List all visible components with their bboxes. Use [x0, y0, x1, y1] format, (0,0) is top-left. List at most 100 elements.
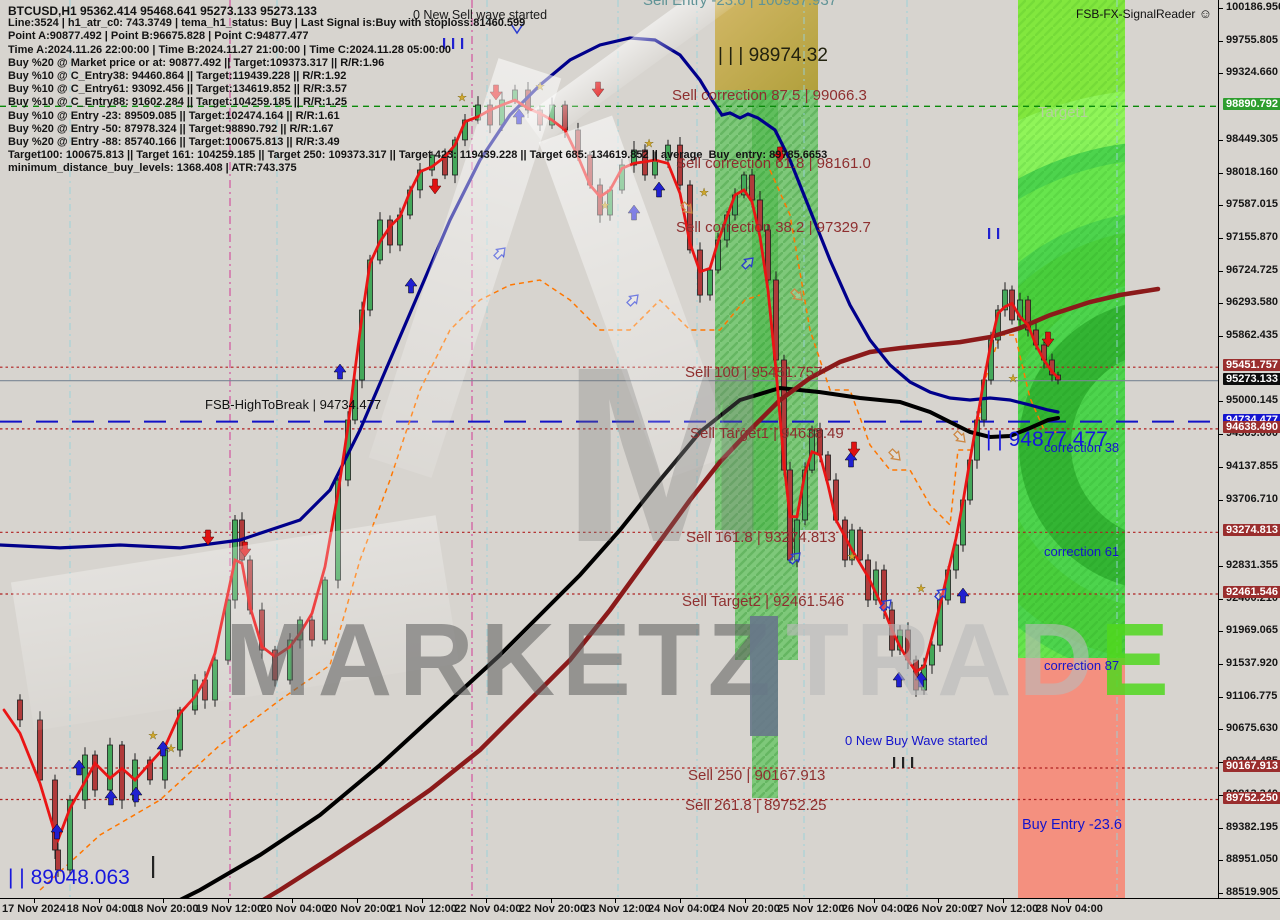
sell-correction-38-label: Sell correction 38.2 | 97329.7 [676, 219, 871, 236]
tick-mark [452, 38, 455, 49]
target1-zone-label: Target1 [1038, 104, 1089, 121]
buy-arrow-icon [627, 204, 641, 221]
star-icon: ★ [166, 743, 176, 755]
star-icon: ★ [148, 730, 158, 742]
price-label: 100186.950 [1226, 1, 1280, 13]
axis-tick [98, 899, 100, 903]
trailing-stops [39, 169, 1058, 891]
star-icon: ★ [699, 187, 709, 199]
hollow-up-arrow-icon [741, 257, 754, 270]
star-icon: ★ [535, 81, 545, 93]
sell-arrow-icon [428, 178, 442, 195]
price-label: 97587.015 [1226, 198, 1278, 210]
info-line: Target100: 100675.813 || Target 161: 104… [8, 149, 828, 162]
price-badge-maroon: 90167.913 [1223, 760, 1280, 772]
buy-arrow-icon [404, 277, 418, 294]
price-axis[interactable]: 100186.950 99755.805 99324.660 98449.305 980… [1218, 0, 1280, 898]
axis-tick [421, 899, 423, 903]
axis-tick [163, 899, 165, 903]
level-98974-label: | | | 98974.32 [718, 45, 828, 66]
axis-tick [809, 899, 811, 903]
zones [715, 0, 1125, 898]
correction-61-label: correction 61 [1044, 544, 1120, 559]
chart-title-ohlc: BTCUSD,H1 95362.414 95468.641 95273.133 … [8, 4, 317, 18]
axis-tick [680, 899, 681, 903]
price-badge-maroon: 92461.546 [1223, 586, 1280, 598]
buy-arrow-icon [652, 181, 666, 198]
price-label: 97155.870 [1226, 231, 1278, 243]
axis-tick [1219, 599, 1223, 600]
tick-mark [461, 38, 464, 49]
axis-tick [1219, 467, 1223, 468]
info-line: Buy %10 @ Entry -23: 89509.085 || Target… [8, 109, 340, 122]
ma-maroon [262, 286, 1161, 898]
price-badge-maroon: 94638.490 [1223, 421, 1280, 433]
sell-arrow-icon [847, 441, 861, 458]
axis-tick [1219, 893, 1223, 894]
low-price-label: | | 89048.063 [8, 866, 130, 889]
time-label: 27 Nov 12:00 [971, 903, 1039, 915]
axis-tick [486, 899, 488, 903]
axis-tick [1219, 205, 1223, 206]
buy-arrow-icon [104, 789, 118, 806]
price-label: 98018.160 [1226, 166, 1278, 178]
hollow-down-arrow-icon [888, 448, 901, 461]
info-line: minimum_distance_buy_levels: 1368.408 | … [8, 162, 297, 175]
info-line: Buy %10 @ C_Entry88: 91602.284 || Target… [8, 96, 347, 109]
ma-fast-red [2, 98, 1060, 844]
hollow-up-arrow-icon [788, 552, 801, 565]
sell-250-label: Sell 250 | 90167.913 [688, 767, 826, 784]
chart-area[interactable]: ★ ★ ★ ★ ★ ★ ★ ★ ★ ★ M MARKETZ TRADE FSB-FX-Signal… [0, 0, 1218, 898]
axis-tick [615, 899, 617, 903]
axis-tick [1219, 795, 1223, 796]
correction-87-label: correction 87 [1044, 658, 1120, 673]
hollow-down-arrow-icon [953, 430, 966, 443]
axis-tick [1219, 729, 1223, 730]
star-icon: ★ [600, 200, 610, 212]
axis-tick [292, 899, 294, 903]
axis-tick [1219, 41, 1223, 42]
sell-arrow-icon [201, 529, 215, 546]
axis-tick [357, 899, 358, 903]
info-line: Line:3524 | h1_atr_c0: 743.3749 | tema_h… [8, 17, 526, 30]
axis-tick [1003, 899, 1004, 903]
axis-tick [1219, 664, 1223, 665]
axis-tick [1219, 566, 1223, 567]
info-line: Buy %20 @ Entry -50: 87978.324 || Target… [8, 122, 334, 135]
sell-261-label: Sell 261.8 | 89752.25 [685, 797, 827, 814]
axis-tick [744, 899, 746, 903]
price-label: 88951.050 [1226, 853, 1278, 865]
time-label: 20 Nov 20:00 [325, 903, 393, 915]
tick-mark [902, 757, 905, 768]
fsb-high-to-break-label: FSB-HighToBreak | 94734.477 [205, 397, 382, 412]
price-label: 90675.630 [1226, 722, 1278, 734]
time-label: 19 Nov 12:00 [195, 903, 264, 915]
axis-tick [1219, 303, 1223, 304]
axis-tick [1219, 860, 1223, 861]
time-label: 23 Nov 12:00 [583, 903, 651, 915]
time-axis[interactable]: 17 Nov 2024 18 Nov 04:00 18 Nov 20:00 19 No… [0, 898, 1280, 920]
price-badge-maroon: 93274.813 [1223, 524, 1280, 536]
sell-entry-label: Sell Entry -23.6 | 100937.937 [643, 0, 838, 9]
sell-100-label: Sell 100 | 95451.757 [685, 364, 823, 381]
star-icon: ★ [916, 583, 926, 595]
axis-tick [227, 899, 229, 903]
info-line: Point A:90877.492 | Point B:96675.828 | … [8, 30, 309, 43]
price-label: 99755.805 [1226, 34, 1278, 46]
axis-tick [1219, 140, 1223, 141]
price-label: 91537.920 [1226, 657, 1278, 669]
new-sell-wave-label: 0 New Sell wave started [413, 8, 548, 22]
indicator-title-text: FSB-FX-SignalReader [1075, 7, 1196, 21]
axis-tick [1219, 401, 1223, 402]
time-label: 18 Nov 04:00 [66, 903, 134, 915]
star-icon: ★ [1008, 373, 1018, 385]
sell-arrow-icon [1041, 331, 1055, 348]
sell-correction-87-label: Sell correction 87.5 | 99066.3 [672, 87, 867, 104]
time-label: 25 Nov 12:00 [777, 903, 845, 915]
buy-arrow-icon [914, 671, 928, 688]
buy-arrow-icon [72, 759, 86, 776]
price-label: 94137.855 [1226, 460, 1278, 472]
time-label: 24 Nov 04:00 [648, 903, 716, 915]
candlestick-plot[interactable]: ★ ★ ★ ★ ★ ★ ★ ★ ★ ★ [0, 0, 1218, 898]
